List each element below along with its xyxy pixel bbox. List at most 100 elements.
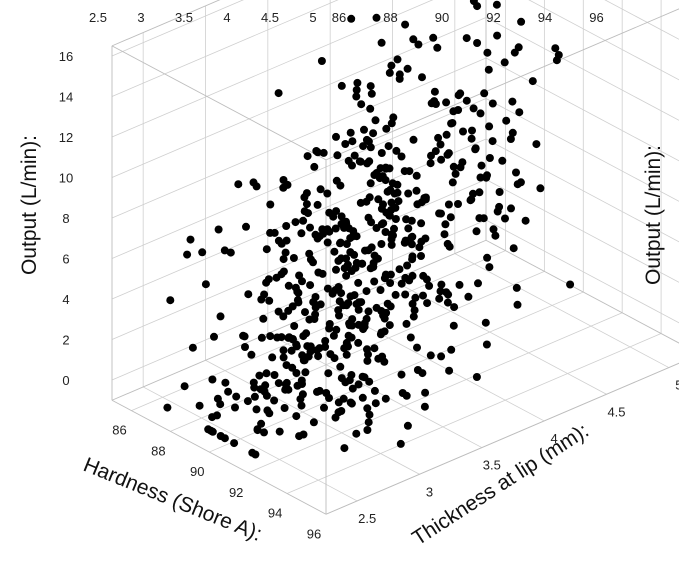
data-point	[419, 291, 427, 300]
data-point	[481, 318, 490, 327]
data-point	[298, 390, 307, 399]
data-point	[388, 179, 397, 188]
data-point	[272, 273, 281, 282]
data-point	[304, 209, 312, 218]
data-point	[442, 288, 451, 297]
data-point	[498, 156, 507, 165]
data-point	[513, 300, 522, 309]
data-point	[354, 380, 363, 389]
data-point	[291, 283, 300, 292]
data-point	[329, 331, 338, 340]
data-point	[305, 315, 314, 324]
data-point	[507, 204, 515, 213]
data-point	[386, 279, 395, 287]
z-tick-label-left: 4	[62, 292, 69, 307]
data-point	[275, 427, 284, 436]
data-point	[297, 229, 306, 238]
data-point	[454, 91, 463, 100]
box-edge	[111, 399, 327, 515]
data-point	[284, 306, 293, 315]
data-point	[303, 152, 312, 161]
data-point	[354, 305, 363, 314]
data-point	[347, 14, 356, 23]
data-point	[509, 244, 518, 253]
data-point	[488, 99, 497, 108]
data-point	[331, 224, 340, 233]
data-point	[397, 279, 406, 288]
data-point	[419, 271, 428, 280]
data-point	[464, 292, 473, 301]
data-point	[391, 215, 400, 223]
data-point	[396, 439, 405, 448]
data-point	[532, 140, 541, 149]
data-point	[437, 155, 446, 164]
data-point	[299, 216, 308, 225]
data-point	[407, 240, 416, 249]
data-point	[330, 247, 339, 256]
data-point	[329, 212, 338, 221]
data-point	[309, 418, 318, 427]
data-point	[226, 248, 235, 257]
data-point	[430, 87, 439, 96]
data-point	[387, 61, 396, 70]
z-tick-label-left: 2	[62, 333, 69, 348]
data-point	[249, 378, 258, 387]
data-point	[355, 298, 363, 307]
gridline-right-wall	[486, 0, 679, 10]
gridline-left-wall	[111, 0, 434, 138]
data-point	[348, 384, 357, 393]
data-point	[311, 230, 320, 239]
data-point	[414, 40, 423, 49]
data-point	[403, 64, 412, 73]
data-point	[320, 403, 328, 412]
data-point	[195, 401, 204, 410]
data-point	[330, 354, 339, 363]
data-point	[454, 106, 463, 114]
data-point	[483, 48, 492, 57]
data-point	[262, 278, 271, 287]
data-point	[292, 369, 301, 377]
data-point	[387, 198, 396, 207]
data-point	[485, 122, 494, 131]
data-point	[467, 134, 476, 143]
data-point	[216, 312, 225, 321]
data-point	[243, 397, 252, 406]
gridline-left-wall	[111, 98, 487, 259]
data-point	[214, 225, 223, 234]
data-point	[454, 200, 462, 208]
data-point	[382, 124, 391, 133]
data-point	[290, 322, 299, 330]
data-point	[336, 362, 345, 371]
data-point	[364, 246, 373, 255]
top-hardness-tick-label: 92	[486, 10, 500, 25]
data-point	[357, 100, 366, 109]
data-point	[440, 230, 449, 239]
data-point	[455, 280, 464, 289]
data-point	[371, 399, 380, 408]
data-point	[417, 219, 426, 228]
data-point	[442, 98, 451, 107]
data-point	[508, 97, 517, 106]
data-point	[381, 176, 390, 185]
data-point	[289, 254, 298, 262]
data-point	[492, 0, 501, 9]
data-point	[356, 198, 365, 207]
data-point	[408, 299, 417, 308]
data-point	[476, 173, 485, 182]
data-point	[437, 209, 445, 218]
data-point	[381, 228, 390, 236]
data-point	[323, 284, 332, 293]
data-point	[363, 356, 372, 365]
data-point	[333, 151, 342, 160]
data-point	[456, 163, 465, 172]
data-point	[485, 154, 494, 162]
data-point	[554, 51, 563, 59]
data-point	[281, 248, 290, 257]
data-point	[442, 130, 451, 139]
data-point	[336, 181, 345, 190]
data-point	[517, 17, 526, 26]
data-point	[376, 286, 385, 294]
data-point	[314, 352, 323, 361]
top-hardness-tick-label: 88	[383, 10, 397, 25]
